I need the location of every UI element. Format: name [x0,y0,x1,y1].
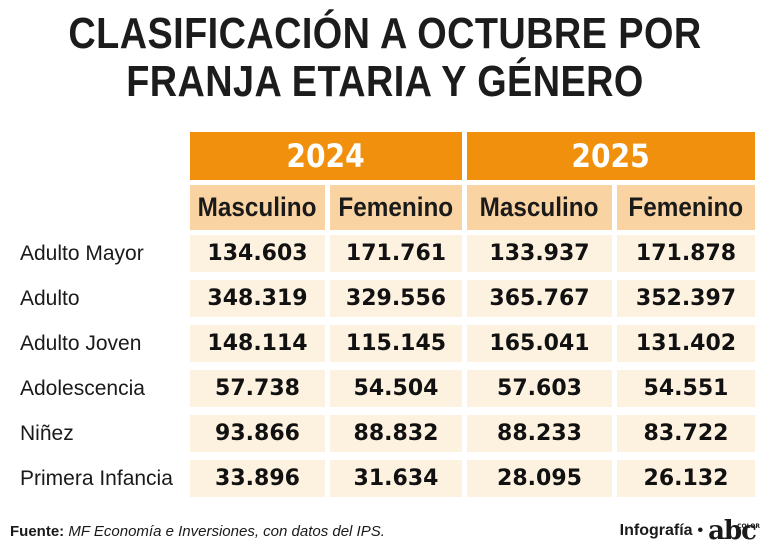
table-cell: 329.556 [330,280,462,317]
table-cell: 28.095 [467,460,612,497]
table-cell: 33.896 [190,460,325,497]
credit-separator: • [697,522,704,539]
credit: Infografía • abc COLOR [619,516,760,546]
table-cell: 88.832 [330,415,462,452]
row-label: Adolescencia [20,377,145,400]
column-header-2025-masculino: Masculino [467,185,612,230]
table-cell: 365.767 [467,280,612,317]
table-cell: 54.504 [330,370,462,407]
row-label: Adulto Mayor [20,242,144,265]
table-cell: 57.603 [467,370,612,407]
credit-label: Infografía [619,522,693,539]
column-header-2024-masculino: Masculino [190,185,325,230]
table-cell: 115.145 [330,325,462,362]
table-cell: 133.937 [467,235,612,272]
table-cell: 148.114 [190,325,325,362]
table-cell: 165.041 [467,325,612,362]
title-line-2: FRANJA ETARIA Y GÉNERO [126,57,644,106]
table-cell: 131.402 [617,325,755,362]
table-cell: 31.634 [330,460,462,497]
table-cell: 83.722 [617,415,755,452]
table-cell: 171.878 [617,235,755,272]
table-cell: 54.551 [617,370,755,407]
source-note: Fuente: MF Economía e Inversiones, con d… [10,522,385,542]
source-text: MF Economía e Inversiones, con datos del… [68,523,385,540]
row-label: Adulto Joven [20,332,142,355]
year-header-2025: 2025 [467,132,755,180]
row-label: Niñez [20,422,74,445]
row-label: Primera Infancia [20,467,173,490]
row-label: Adulto [20,287,80,310]
table-cell: 88.233 [467,415,612,452]
title-line-1: CLASIFICACIÓN A OCTUBRE POR [68,9,702,58]
abc-logo: abc COLOR [708,516,760,546]
source-label: Fuente: [10,523,65,540]
column-header-2025-femenino: Femenino [617,185,755,230]
column-header-2024-femenino: Femenino [330,185,462,230]
table-cell: 57.738 [190,370,325,407]
table-cell: 134.603 [190,235,325,272]
logo-subtext: COLOR [737,523,760,530]
table-cell: 171.761 [330,235,462,272]
table-cell: 26.132 [617,460,755,497]
chart-title: CLASIFICACIÓN A OCTUBRE POR FRANJA ETARI… [0,10,770,106]
table-cell: 348.319 [190,280,325,317]
year-header-2024: 2024 [190,132,462,180]
table-cell: 352.397 [617,280,755,317]
table-cell: 93.866 [190,415,325,452]
